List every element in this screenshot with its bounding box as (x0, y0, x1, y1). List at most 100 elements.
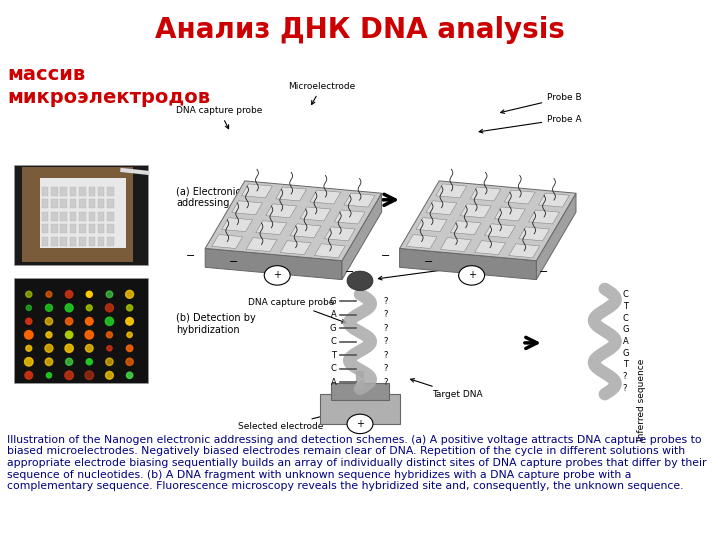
FancyBboxPatch shape (98, 199, 104, 208)
Text: C: C (623, 314, 629, 322)
Polygon shape (334, 210, 365, 224)
Polygon shape (212, 234, 243, 248)
Ellipse shape (24, 330, 33, 339)
FancyBboxPatch shape (79, 199, 86, 208)
Text: Probe B: Probe B (500, 93, 582, 113)
Text: A: A (330, 377, 336, 387)
Ellipse shape (26, 346, 32, 351)
FancyBboxPatch shape (79, 212, 86, 221)
Text: +: + (273, 271, 282, 280)
Polygon shape (232, 201, 263, 215)
Text: DNA capture probe: DNA capture probe (176, 106, 263, 129)
FancyBboxPatch shape (40, 178, 126, 248)
FancyBboxPatch shape (60, 187, 67, 196)
Ellipse shape (45, 304, 53, 312)
Ellipse shape (127, 372, 132, 379)
Polygon shape (518, 227, 549, 241)
Polygon shape (290, 224, 321, 238)
FancyBboxPatch shape (42, 224, 48, 233)
Ellipse shape (107, 332, 112, 338)
Text: −: − (344, 267, 354, 276)
FancyBboxPatch shape (89, 199, 95, 208)
Circle shape (347, 271, 373, 291)
Text: −: − (539, 267, 549, 276)
Text: Target DNA: Target DNA (410, 379, 482, 399)
Ellipse shape (126, 318, 133, 325)
Text: +: + (467, 271, 476, 280)
Text: Inferred sequence: Inferred sequence (637, 359, 647, 441)
Text: ?: ? (623, 384, 627, 393)
Text: Probe A: Probe A (480, 114, 582, 133)
Text: Microelectrode: Microelectrode (288, 82, 355, 105)
Polygon shape (426, 201, 457, 215)
Text: A: A (623, 337, 629, 346)
Text: Анализ ДНК DNA analysis: Анализ ДНК DNA analysis (155, 16, 565, 44)
Ellipse shape (24, 357, 33, 366)
Polygon shape (450, 221, 481, 235)
FancyBboxPatch shape (89, 187, 95, 196)
Ellipse shape (25, 372, 32, 379)
Ellipse shape (45, 345, 53, 352)
Ellipse shape (106, 291, 113, 298)
Text: T: T (623, 302, 628, 311)
Text: −: − (380, 252, 390, 261)
Ellipse shape (65, 304, 73, 312)
Polygon shape (495, 207, 526, 221)
Text: T: T (623, 361, 628, 369)
Ellipse shape (45, 358, 53, 366)
Ellipse shape (65, 371, 73, 380)
Polygon shape (485, 224, 516, 238)
Ellipse shape (125, 291, 134, 298)
Ellipse shape (105, 304, 114, 312)
FancyBboxPatch shape (51, 224, 58, 233)
Polygon shape (256, 221, 287, 235)
Text: ?: ? (383, 310, 387, 319)
Text: −: − (229, 257, 239, 267)
Ellipse shape (86, 359, 92, 365)
Text: ?: ? (383, 323, 387, 333)
FancyBboxPatch shape (107, 187, 114, 196)
FancyBboxPatch shape (79, 187, 86, 196)
Polygon shape (528, 210, 559, 224)
FancyBboxPatch shape (79, 237, 86, 246)
FancyBboxPatch shape (70, 237, 76, 246)
FancyBboxPatch shape (42, 212, 48, 221)
Polygon shape (400, 248, 536, 280)
FancyBboxPatch shape (70, 187, 76, 196)
Text: (a) Electronic
addressing: (a) Electronic addressing (176, 186, 241, 208)
FancyBboxPatch shape (60, 212, 67, 221)
Polygon shape (416, 218, 447, 232)
FancyBboxPatch shape (60, 199, 67, 208)
Polygon shape (324, 227, 355, 241)
Polygon shape (536, 193, 576, 280)
Polygon shape (205, 248, 342, 280)
Text: C: C (330, 364, 336, 373)
Text: ?: ? (383, 377, 387, 387)
FancyBboxPatch shape (89, 212, 95, 221)
Ellipse shape (86, 345, 93, 352)
Ellipse shape (85, 330, 94, 339)
FancyBboxPatch shape (70, 224, 76, 233)
Ellipse shape (46, 373, 52, 378)
Circle shape (459, 266, 485, 285)
Ellipse shape (127, 332, 132, 338)
Ellipse shape (65, 344, 73, 353)
FancyBboxPatch shape (107, 199, 114, 208)
FancyBboxPatch shape (42, 199, 48, 208)
Polygon shape (280, 241, 311, 255)
Text: C: C (623, 290, 629, 299)
Text: ?: ? (623, 372, 627, 381)
Circle shape (264, 266, 290, 285)
FancyBboxPatch shape (60, 237, 67, 246)
FancyBboxPatch shape (107, 212, 114, 221)
FancyBboxPatch shape (70, 212, 76, 221)
Polygon shape (266, 204, 297, 218)
Ellipse shape (86, 291, 92, 298)
Text: массив
микроэлектродов: массив микроэлектродов (7, 65, 210, 107)
Ellipse shape (106, 358, 113, 366)
FancyBboxPatch shape (107, 224, 114, 233)
Circle shape (347, 414, 373, 434)
Ellipse shape (66, 318, 73, 325)
FancyBboxPatch shape (89, 224, 95, 233)
Ellipse shape (105, 317, 114, 326)
